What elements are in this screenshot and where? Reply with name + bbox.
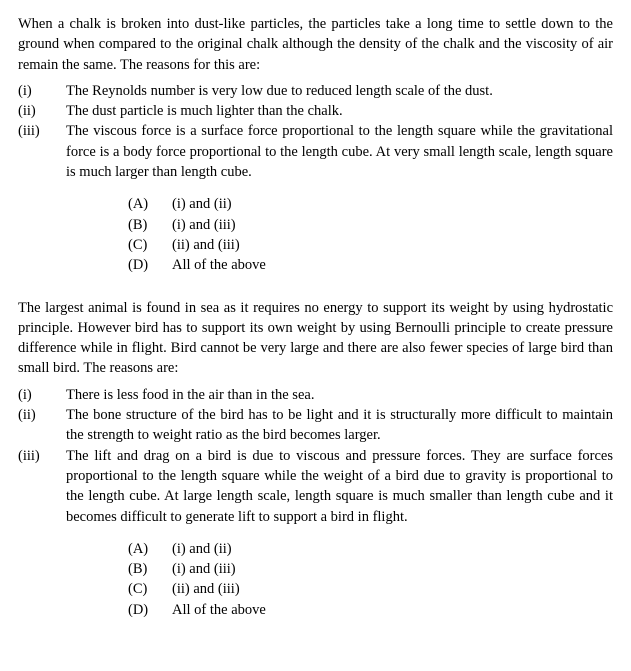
option-item: (D) All of the above bbox=[128, 600, 613, 620]
reason-text: The dust particle is much lighter than t… bbox=[66, 101, 613, 121]
option-text: (i) and (iii) bbox=[172, 559, 613, 579]
option-text: All of the above bbox=[172, 600, 613, 620]
option-text: (ii) and (iii) bbox=[172, 579, 613, 599]
option-text: (i) and (ii) bbox=[172, 539, 613, 559]
option-label: (A) bbox=[128, 194, 172, 214]
q1-intro: When a chalk is broken into dust-like pa… bbox=[18, 14, 613, 75]
option-label: (B) bbox=[128, 215, 172, 235]
reason-text: The Reynolds number is very low due to r… bbox=[66, 81, 613, 101]
reason-text: The bone structure of the bird has to be… bbox=[66, 405, 613, 446]
reason-label: (ii) bbox=[18, 101, 66, 121]
reason-item: (iii) The viscous force is a surface for… bbox=[18, 121, 613, 182]
option-item: (D) All of the above bbox=[128, 255, 613, 275]
option-text: (i) and (ii) bbox=[172, 194, 613, 214]
reason-text: The lift and drag on a bird is due to vi… bbox=[66, 446, 613, 527]
reason-label: (iii) bbox=[18, 446, 66, 527]
reason-item: (iii) The lift and drag on a bird is due… bbox=[18, 446, 613, 527]
reason-text: The viscous force is a surface force pro… bbox=[66, 121, 613, 182]
q2-reasons: (i) There is less food in the air than i… bbox=[18, 385, 613, 527]
reason-label: (i) bbox=[18, 81, 66, 101]
reason-item: (ii) The dust particle is much lighter t… bbox=[18, 101, 613, 121]
option-label: (D) bbox=[128, 255, 172, 275]
option-item: (C) (ii) and (iii) bbox=[128, 235, 613, 255]
q1-reasons: (i) The Reynolds number is very low due … bbox=[18, 81, 613, 182]
option-label: (D) bbox=[128, 600, 172, 620]
reason-item: (i) There is less food in the air than i… bbox=[18, 385, 613, 405]
option-item: (A) (i) and (ii) bbox=[128, 539, 613, 559]
q1-options: (A) (i) and (ii) (B) (i) and (iii) (C) (… bbox=[128, 194, 613, 275]
q2-options: (A) (i) and (ii) (B) (i) and (iii) (C) (… bbox=[128, 539, 613, 620]
option-item: (A) (i) and (ii) bbox=[128, 194, 613, 214]
q2-intro: The largest animal is found in sea as it… bbox=[18, 298, 613, 379]
reason-label: (i) bbox=[18, 385, 66, 405]
option-item: (C) (ii) and (iii) bbox=[128, 579, 613, 599]
question-1: When a chalk is broken into dust-like pa… bbox=[18, 14, 613, 276]
option-label: (C) bbox=[128, 579, 172, 599]
option-item: (B) (i) and (iii) bbox=[128, 215, 613, 235]
reason-label: (ii) bbox=[18, 405, 66, 446]
reason-item: (ii) The bone structure of the bird has … bbox=[18, 405, 613, 446]
option-label: (B) bbox=[128, 559, 172, 579]
reason-label: (iii) bbox=[18, 121, 66, 182]
reason-item: (i) The Reynolds number is very low due … bbox=[18, 81, 613, 101]
option-text: All of the above bbox=[172, 255, 613, 275]
option-label: (A) bbox=[128, 539, 172, 559]
option-text: (ii) and (iii) bbox=[172, 235, 613, 255]
option-item: (B) (i) and (iii) bbox=[128, 559, 613, 579]
option-label: (C) bbox=[128, 235, 172, 255]
question-2: The largest animal is found in sea as it… bbox=[18, 298, 613, 620]
reason-text: There is less food in the air than in th… bbox=[66, 385, 613, 405]
option-text: (i) and (iii) bbox=[172, 215, 613, 235]
